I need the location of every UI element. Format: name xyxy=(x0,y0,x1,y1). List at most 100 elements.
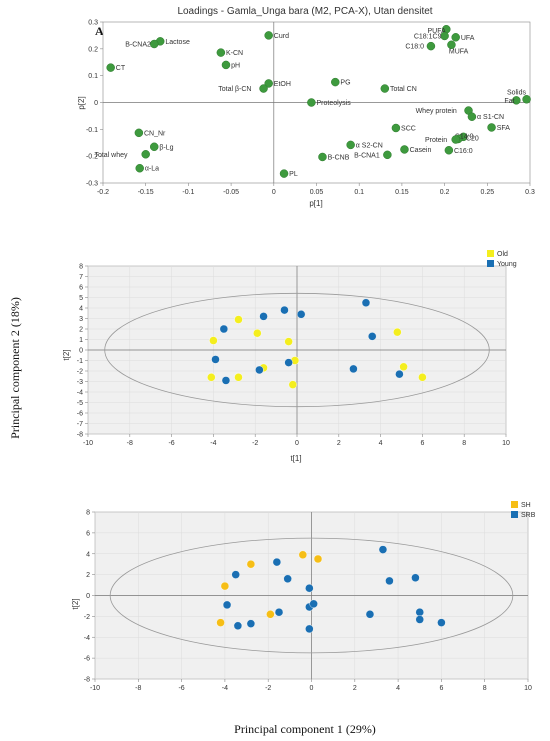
loading-point xyxy=(346,140,355,150)
loading-label: Protein xyxy=(425,137,447,144)
loading-label: Total whey xyxy=(94,152,128,159)
panel-b-ytick-label: -1 xyxy=(77,358,83,365)
panel-b-score-point xyxy=(219,324,229,334)
loading-label: C18:0 xyxy=(405,44,424,51)
panel-c-ytick-label: -6 xyxy=(84,656,90,663)
loading-label: α S2-CN xyxy=(356,142,383,149)
panel-c-ytick-label: -2 xyxy=(84,614,90,621)
panel-c-ytick-label: -8 xyxy=(84,677,90,684)
panel-b-score-point xyxy=(418,373,427,382)
loading-point xyxy=(383,150,392,160)
panel-a-ytick-label: 0.3 xyxy=(88,20,98,27)
panel-b-score-point xyxy=(234,373,243,382)
panel-b-xtick-label: 0 xyxy=(295,440,299,447)
panel-a-xtick-label: 0.2 xyxy=(440,189,450,196)
panel-c-score-point xyxy=(274,608,284,617)
panel-b-xtick-label: -6 xyxy=(168,440,174,447)
panel-c-legend-swatch xyxy=(511,501,518,508)
loading-point xyxy=(426,41,436,51)
panel-b-score-point xyxy=(284,337,293,346)
panel-c-score-point xyxy=(313,554,323,564)
loading-point xyxy=(149,142,159,152)
panel-b-ytick-label: 3 xyxy=(79,316,83,323)
panel-a-xtick-label: 0.1 xyxy=(354,189,364,196)
panel-b-ytick-label: 2 xyxy=(79,327,83,334)
panel-b-score-point xyxy=(221,376,231,385)
panel-b-score-point xyxy=(234,315,243,324)
panel-b-confidence-ellipse xyxy=(104,292,490,408)
loading-label: β-Lg xyxy=(159,144,173,151)
loading-point xyxy=(512,96,521,105)
panel-c-xtick-label: 2 xyxy=(353,685,357,692)
loading-point xyxy=(149,39,159,49)
loading-label: α-La xyxy=(145,166,159,173)
panel-a: Loadings - Gamla_Unga bara (M2, PCA-X), … xyxy=(77,6,535,208)
panel-c-ylabel: t[2] xyxy=(71,598,80,609)
loading-label: Fat xyxy=(504,98,514,105)
loading-point xyxy=(331,77,340,87)
panel-a-ytick-label: -0.1 xyxy=(86,127,98,134)
loading-label: PG xyxy=(340,80,350,87)
loading-point xyxy=(264,31,273,40)
panel-c-xtick-label: -4 xyxy=(222,685,228,692)
panel-c-score-point xyxy=(305,583,314,593)
panel-c-score-point xyxy=(233,621,243,630)
panel-c-score-point xyxy=(437,618,446,627)
panel-a-xtick-label: -0.05 xyxy=(223,189,239,196)
panel-a-xlabel: p[1] xyxy=(309,199,322,208)
panel-b-ytick-label: 8 xyxy=(79,264,83,271)
panel-b-legend-swatch xyxy=(487,260,494,267)
panel-c-score-point xyxy=(220,581,230,591)
panel-b-legend-label: Young xyxy=(497,261,517,268)
panel-b-score-point xyxy=(395,369,404,379)
loading-point xyxy=(134,128,144,138)
panel-a-xtick-label: -0.1 xyxy=(182,189,194,196)
panel-c-score-point xyxy=(216,618,225,627)
panel-a-xtick-label: 0.05 xyxy=(310,189,324,196)
loading-point xyxy=(440,31,449,41)
panel-a-plot: -0.2 -0.15 -0.1 -0.05 0 0.05 0.1 0.15 0.2 0.25 0.3… xyxy=(86,20,535,197)
panel-b-score-point xyxy=(296,310,306,319)
panel-b-xtick-label: 4 xyxy=(379,440,383,447)
panel-c-ytick-label: 0 xyxy=(86,593,90,600)
panel-b-ytick-label: 1 xyxy=(79,337,83,344)
figure-ylabel: Principal component 2 (18%) xyxy=(8,297,22,439)
panel-c-score-point xyxy=(298,550,308,559)
panel-b-score-point xyxy=(288,380,298,389)
panel-b: B t[1] t[2] -10-8-6-4-20246810-8-7-6-5-4… xyxy=(62,250,517,463)
panel-c-xtick-label: 8 xyxy=(483,685,487,692)
loading-label: PL xyxy=(289,171,298,178)
panel-b-xtick-label: -4 xyxy=(210,440,216,447)
panel-b-score-point xyxy=(393,327,402,337)
panel-c-score-point xyxy=(283,574,292,583)
panel-b-score-point xyxy=(349,364,358,374)
panel-c-ytick-label: 8 xyxy=(86,510,90,517)
panel-a-xtick-label: -0.15 xyxy=(138,189,154,196)
panel-c-score-point xyxy=(415,608,424,617)
panel-b-score-point xyxy=(280,305,289,315)
panel-b-ytick-label: 6 xyxy=(79,285,83,292)
loading-point xyxy=(467,112,477,121)
loading-label: SCC xyxy=(401,125,416,132)
loading-point xyxy=(279,169,289,178)
loading-point xyxy=(447,40,456,50)
panel-c-score-point xyxy=(305,624,314,634)
loading-label: pH xyxy=(231,62,240,69)
panel-c-xtick-label: -2 xyxy=(265,685,271,692)
panel-b-xtick-label: -8 xyxy=(127,440,133,447)
panel-b-ytick-label: 7 xyxy=(79,274,83,281)
loading-label: MUFA xyxy=(449,49,469,56)
panel-b-ytick-label: 5 xyxy=(79,295,83,302)
panel-b-ytick-label: -6 xyxy=(77,411,83,418)
loading-label: B-CNA2 xyxy=(125,42,151,49)
panel-c-ytick-label: -4 xyxy=(84,635,90,642)
panel-c-score-point xyxy=(246,559,256,569)
loading-label: EtOH xyxy=(274,81,291,88)
panel-b-ytick-label: -4 xyxy=(77,390,83,397)
loading-point xyxy=(141,150,150,159)
loading-point xyxy=(400,145,409,154)
loading-label: K-CN xyxy=(226,50,243,57)
figure-xlabel: Principal component 1 (29%) xyxy=(234,722,376,736)
